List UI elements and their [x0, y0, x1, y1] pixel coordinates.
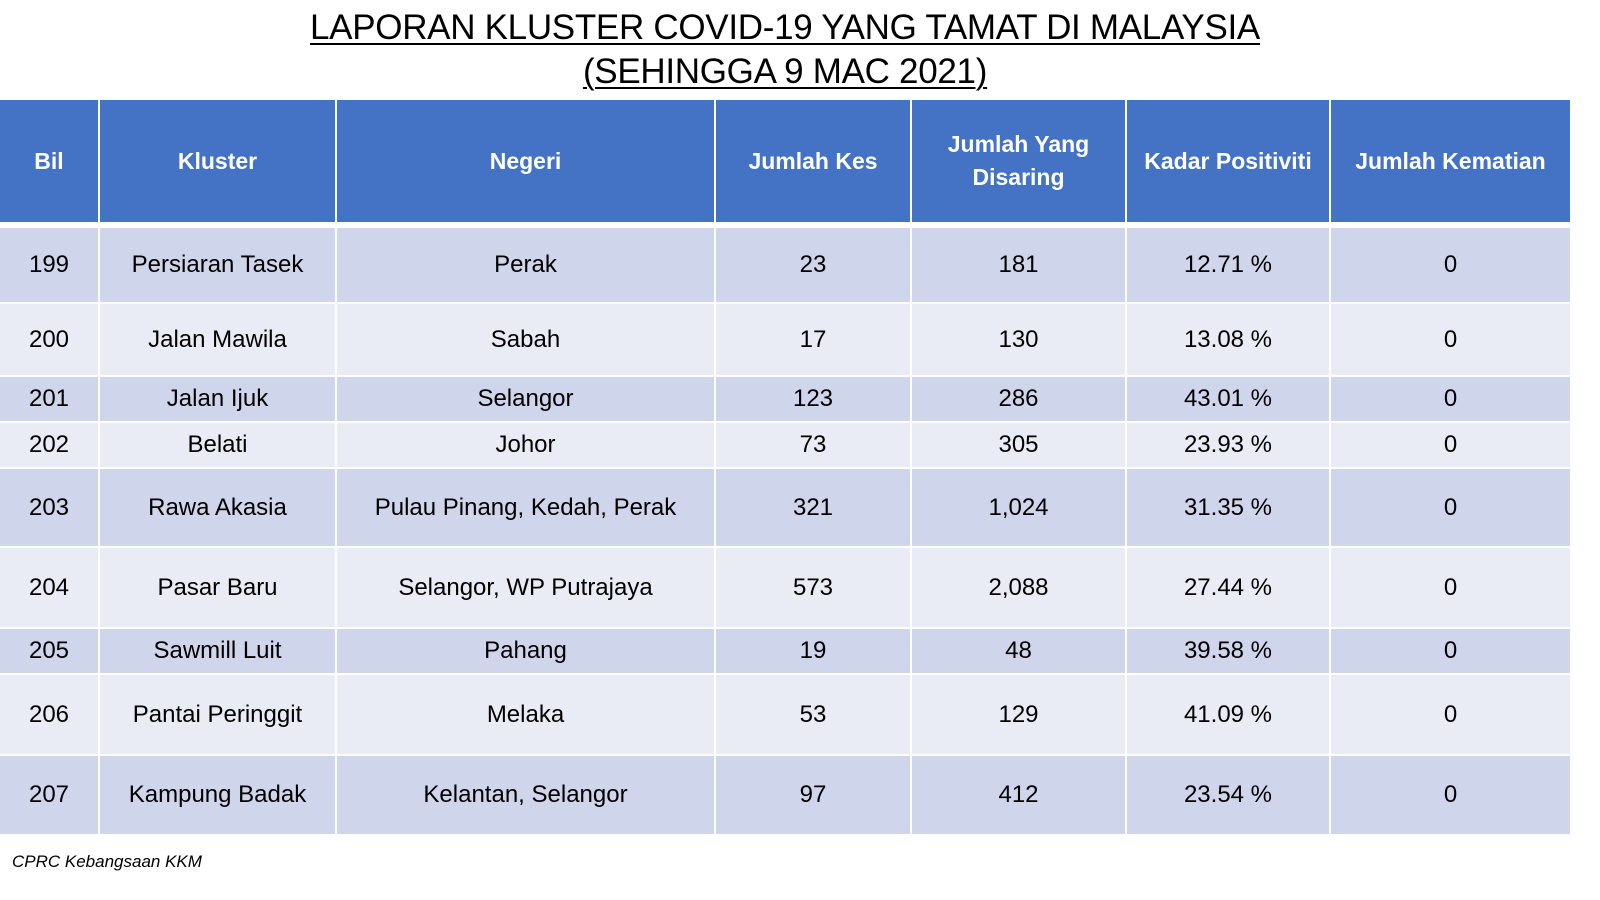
cell-kluster: Rawa Akasia — [99, 468, 337, 548]
cell-jumlah-kematian: 0 — [1330, 376, 1570, 423]
cell-negeri: Selangor, WP Putrajaya — [336, 547, 716, 629]
cell-kadar-positiviti: 31.35 % — [1126, 468, 1331, 548]
cell-kluster: Jalan Mawila — [99, 303, 337, 377]
cell-bil: 203 — [0, 468, 100, 548]
table-header-row: Bil Kluster Negeri Jumlah Kes Jumlah Yan… — [0, 100, 1570, 228]
cell-kadar-positiviti: 39.58 % — [1126, 628, 1331, 675]
cell-bil: 204 — [0, 547, 100, 629]
cell-jumlah-disaring: 181 — [911, 225, 1127, 304]
cell-jumlah-kes: 573 — [715, 547, 912, 629]
cell-kadar-positiviti: 13.08 % — [1126, 303, 1331, 377]
cell-jumlah-kes: 17 — [715, 303, 912, 377]
cell-kadar-positiviti: 23.93 % — [1126, 422, 1331, 469]
cell-jumlah-disaring: 48 — [911, 628, 1127, 675]
cell-jumlah-kematian: 0 — [1330, 547, 1570, 629]
cell-bil: 202 — [0, 422, 100, 469]
cell-kadar-positiviti: 27.44 % — [1126, 547, 1331, 629]
cell-jumlah-kematian: 0 — [1330, 628, 1570, 675]
cell-bil: 206 — [0, 674, 100, 756]
cell-jumlah-kes: 321 — [715, 468, 912, 548]
cell-kluster: Persiaran Tasek — [99, 225, 337, 304]
header-kadar-positiviti: Kadar Positiviti — [1126, 100, 1331, 228]
cell-jumlah-kematian: 0 — [1330, 303, 1570, 377]
header-jumlah-kematian: Jumlah Kematian — [1330, 100, 1570, 228]
cell-jumlah-kes: 19 — [715, 628, 912, 675]
cell-negeri: Kelantan, Selangor — [336, 755, 716, 836]
title-line-2: (SEHINGGA 9 MAC 2021) — [582, 52, 988, 91]
table-row: 206 Pantai Peringgit Melaka 53 129 41.09… — [0, 674, 1570, 756]
cell-negeri: Pahang — [336, 628, 716, 675]
cell-jumlah-disaring: 286 — [911, 376, 1127, 423]
cell-kadar-positiviti: 12.71 % — [1126, 225, 1331, 304]
cell-kadar-positiviti: 43.01 % — [1126, 376, 1331, 423]
table-row: 207 Kampung Badak Kelantan, Selangor 97 … — [0, 755, 1570, 836]
cell-kluster: Jalan Ijuk — [99, 376, 337, 423]
cell-jumlah-disaring: 305 — [911, 422, 1127, 469]
title-line-1: LAPORAN KLUSTER COVID-19 YANG TAMAT DI M… — [310, 8, 1260, 47]
table-row: 204 Pasar Baru Selangor, WP Putrajaya 57… — [0, 547, 1570, 629]
cell-kluster: Sawmill Luit — [99, 628, 337, 675]
table-row: 201 Jalan Ijuk Selangor 123 286 43.01 % … — [0, 376, 1570, 423]
cell-bil: 199 — [0, 225, 100, 304]
cell-bil: 205 — [0, 628, 100, 675]
cell-jumlah-kes: 123 — [715, 376, 912, 423]
header-jumlah-disaring: Jumlah Yang Disaring — [911, 100, 1127, 228]
cell-jumlah-disaring: 412 — [911, 755, 1127, 836]
cell-jumlah-kes: 23 — [715, 225, 912, 304]
cell-kadar-positiviti: 41.09 % — [1126, 674, 1331, 756]
cluster-table: Bil Kluster Negeri Jumlah Kes Jumlah Yan… — [0, 100, 1570, 836]
cell-negeri: Johor — [336, 422, 716, 469]
cell-jumlah-kematian: 0 — [1330, 755, 1570, 836]
cell-jumlah-disaring: 1,024 — [911, 468, 1127, 548]
report-title: LAPORAN KLUSTER COVID-19 YANG TAMAT DI M… — [0, 6, 1570, 94]
cell-bil: 201 — [0, 376, 100, 423]
table-row: 200 Jalan Mawila Sabah 17 130 13.08 % 0 — [0, 303, 1570, 377]
cell-jumlah-kes: 73 — [715, 422, 912, 469]
table-row: 205 Sawmill Luit Pahang 19 48 39.58 % 0 — [0, 628, 1570, 675]
table-row: 202 Belati Johor 73 305 23.93 % 0 — [0, 422, 1570, 469]
cell-jumlah-kes: 53 — [715, 674, 912, 756]
table-row: 199 Persiaran Tasek Perak 23 181 12.71 %… — [0, 225, 1570, 304]
header-kluster: Kluster — [99, 100, 337, 228]
cell-bil: 207 — [0, 755, 100, 836]
cell-jumlah-kematian: 0 — [1330, 225, 1570, 304]
cell-jumlah-kematian: 0 — [1330, 422, 1570, 469]
cell-jumlah-disaring: 130 — [911, 303, 1127, 377]
cell-negeri: Perak — [336, 225, 716, 304]
cell-kluster: Pantai Peringgit — [99, 674, 337, 756]
header-jumlah-kes: Jumlah Kes — [715, 100, 912, 228]
cell-negeri: Melaka — [336, 674, 716, 756]
header-bil: Bil — [0, 100, 100, 228]
source-footer: CPRC Kebangsaan KKM — [12, 852, 202, 871]
cell-negeri: Selangor — [336, 376, 716, 423]
cell-kluster: Belati — [99, 422, 337, 469]
cell-jumlah-disaring: 2,088 — [911, 547, 1127, 629]
header-negeri: Negeri — [336, 100, 716, 228]
cell-jumlah-disaring: 129 — [911, 674, 1127, 756]
cell-kadar-positiviti: 23.54 % — [1126, 755, 1331, 836]
cell-jumlah-kematian: 0 — [1330, 674, 1570, 756]
cell-kluster: Kampung Badak — [99, 755, 337, 836]
table-row: 203 Rawa Akasia Pulau Pinang, Kedah, Per… — [0, 468, 1570, 548]
cell-negeri: Pulau Pinang, Kedah, Perak — [336, 468, 716, 548]
cell-negeri: Sabah — [336, 303, 716, 377]
cell-jumlah-kes: 97 — [715, 755, 912, 836]
cell-jumlah-kematian: 0 — [1330, 468, 1570, 548]
cell-bil: 200 — [0, 303, 100, 377]
cell-kluster: Pasar Baru — [99, 547, 337, 629]
